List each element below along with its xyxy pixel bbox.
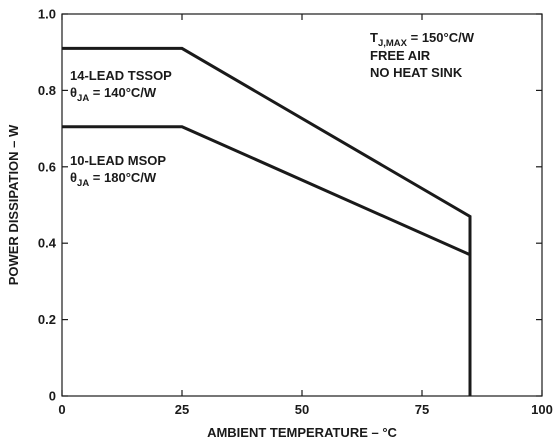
theta-symbol-tssop: θ <box>70 85 77 100</box>
x-tick-label: 0 <box>58 402 65 417</box>
y-axis-title: POWER DISSIPATION – W <box>6 124 21 285</box>
series-line-msop <box>62 125 472 396</box>
no-heat-sink-annotation: NO HEAT SINK <box>370 65 463 80</box>
x-tick-label: 50 <box>295 402 309 417</box>
theta-subscript-msop: JA <box>77 178 89 189</box>
tj-value: = 150°C/W <box>407 30 475 45</box>
y-tick-label: 0.8 <box>38 83 56 98</box>
theta-label-msop: θJA = 180°C/W <box>70 170 157 189</box>
theta-subscript-tssop: JA <box>77 93 89 104</box>
tj-max-annotation: TJ,MAX = 150°C/W <box>370 30 475 49</box>
y-tick-label: 0.4 <box>38 236 57 251</box>
series-label-msop: 10-LEAD MSOP <box>70 153 166 168</box>
theta-value-tssop: = 140°C/W <box>89 85 157 100</box>
tj-symbol: T <box>370 30 378 45</box>
series-line-tssop <box>62 46 472 396</box>
x-tick-label: 75 <box>415 402 429 417</box>
series-lines <box>62 46 472 396</box>
free-air-annotation: FREE AIR <box>370 48 431 63</box>
y-tick-label: 1.0 <box>38 7 56 22</box>
theta-label-tssop: θJA = 140°C/W <box>70 85 157 104</box>
x-tick-label: 100 <box>531 402 553 417</box>
x-axis-title: AMBIENT TEMPERATURE – °C <box>207 425 397 440</box>
y-axis-ticks: 0 0.2 0.4 0.6 0.8 1.0 <box>38 7 542 404</box>
y-tick-label: 0.6 <box>38 159 56 174</box>
x-axis-ticks: 0 25 50 75 100 <box>58 14 553 417</box>
theta-value-msop: = 180°C/W <box>89 170 157 185</box>
y-tick-label: 0 <box>49 389 56 404</box>
y-tick-label: 0.2 <box>38 312 56 327</box>
series-label-tssop: 14-LEAD TSSOP <box>70 68 172 83</box>
x-tick-label: 25 <box>175 402 189 417</box>
theta-symbol-msop: θ <box>70 170 77 185</box>
tj-subscript: J,MAX <box>378 38 408 49</box>
